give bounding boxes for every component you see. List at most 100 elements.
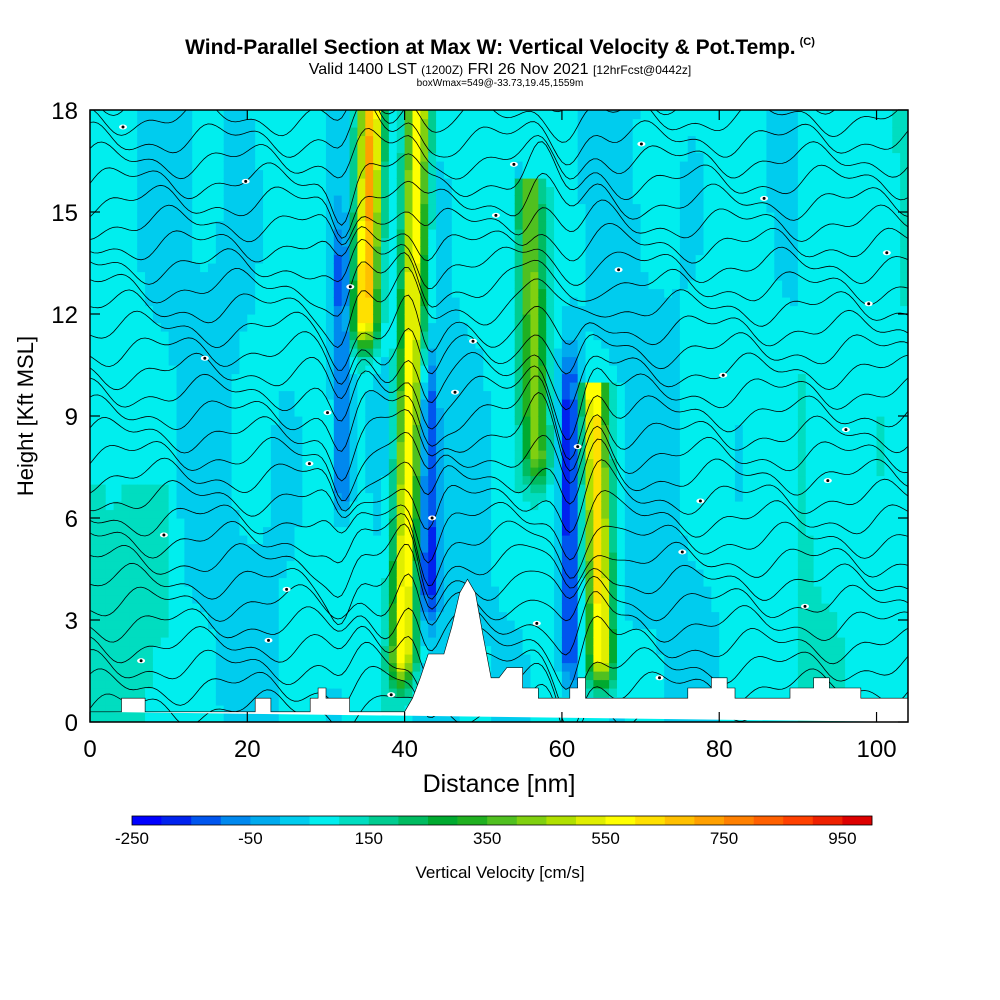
velocity-cell xyxy=(90,688,99,698)
velocity-cell xyxy=(373,424,382,434)
velocity-cell xyxy=(176,560,185,570)
velocity-cell xyxy=(499,603,508,613)
velocity-cell xyxy=(278,586,288,596)
velocity-cell xyxy=(192,203,201,213)
velocity-cell xyxy=(459,280,469,290)
velocity-cell xyxy=(459,424,469,434)
velocity-cell xyxy=(341,560,351,570)
velocity-cell xyxy=(223,628,233,638)
velocity-cell xyxy=(325,288,335,298)
velocity-cell xyxy=(333,110,343,120)
velocity-cell xyxy=(530,552,539,562)
velocity-cell xyxy=(223,348,233,358)
velocity-cell xyxy=(624,271,634,281)
velocity-cell xyxy=(436,246,445,256)
velocity-cell xyxy=(396,212,406,222)
velocity-cell xyxy=(215,118,225,128)
velocity-cell xyxy=(129,628,138,638)
velocity-cell xyxy=(247,390,256,400)
velocity-cell xyxy=(325,586,335,596)
velocity-cell xyxy=(365,135,374,145)
velocity-cell xyxy=(278,603,288,613)
velocity-cell xyxy=(475,484,484,494)
velocity-cell xyxy=(467,356,477,366)
velocity-cell xyxy=(176,484,185,494)
velocity-cell xyxy=(152,246,162,256)
velocity-cell xyxy=(278,110,288,120)
velocity-cell xyxy=(200,322,209,332)
velocity-cell xyxy=(514,203,524,213)
velocity-cell xyxy=(404,441,414,451)
velocity-cell xyxy=(207,662,217,672)
velocity-cell xyxy=(546,271,555,281)
velocity-cell xyxy=(546,441,555,451)
velocity-cell xyxy=(247,152,256,162)
velocity-cell xyxy=(546,195,555,205)
velocity-cell xyxy=(270,705,280,715)
velocity-cell xyxy=(499,127,508,137)
velocity-cell xyxy=(491,543,500,553)
velocity-cell xyxy=(176,645,185,655)
velocity-cell xyxy=(616,484,626,494)
velocity-cell xyxy=(420,441,429,451)
velocity-cell xyxy=(381,458,390,468)
velocity-cell xyxy=(616,441,626,451)
velocity-cell xyxy=(145,416,154,426)
velocity-cell xyxy=(255,526,264,536)
velocity-cell xyxy=(121,365,130,375)
velocity-cell xyxy=(593,305,602,315)
velocity-cell xyxy=(412,603,421,613)
velocity-cell xyxy=(514,484,524,494)
velocity-cell xyxy=(538,450,547,460)
velocity-cell xyxy=(215,305,225,315)
velocity-cell xyxy=(137,127,146,137)
velocity-cell xyxy=(278,509,288,519)
velocity-cell xyxy=(365,611,374,621)
velocity-cell xyxy=(333,688,343,698)
velocity-cell xyxy=(176,713,185,722)
velocity-cell xyxy=(436,433,445,443)
velocity-cell xyxy=(325,254,335,264)
velocity-cell xyxy=(522,577,532,587)
velocity-cell xyxy=(514,399,524,409)
velocity-cell xyxy=(294,229,303,239)
velocity-cell xyxy=(239,203,248,213)
velocity-cell xyxy=(357,237,366,247)
velocity-cell xyxy=(569,662,579,672)
velocity-cell xyxy=(247,220,256,230)
velocity-cell xyxy=(129,671,138,681)
velocity-cell xyxy=(506,288,516,298)
velocity-cell xyxy=(137,424,146,434)
velocity-cell xyxy=(396,424,406,434)
velocity-cell xyxy=(538,348,547,358)
velocity-cell xyxy=(420,203,429,213)
velocity-cell xyxy=(239,161,248,171)
velocity-cell xyxy=(491,671,500,681)
velocity-cell xyxy=(137,331,146,341)
velocity-cell xyxy=(160,195,170,205)
velocity-cell xyxy=(215,611,225,621)
velocity-cell xyxy=(129,416,138,426)
velocity-cell xyxy=(176,127,185,137)
velocity-cell xyxy=(286,526,296,536)
velocity-cell xyxy=(302,399,311,409)
velocity-cell xyxy=(310,161,319,171)
velocity-cell xyxy=(412,535,421,545)
velocity-cell xyxy=(561,603,571,613)
velocity-cell xyxy=(192,713,201,722)
velocity-cell xyxy=(420,254,429,264)
velocity-cell xyxy=(200,407,209,417)
velocity-cell xyxy=(601,254,610,264)
velocity-cell xyxy=(554,569,563,579)
velocity-cell xyxy=(373,288,382,298)
velocity-cell xyxy=(420,186,429,196)
velocity-cell xyxy=(412,526,421,536)
velocity-cell xyxy=(506,110,516,120)
velocity-cell xyxy=(475,586,484,596)
velocity-cell xyxy=(302,356,311,366)
velocity-cell xyxy=(168,195,178,205)
velocity-cell xyxy=(318,560,327,570)
velocity-cell xyxy=(192,178,201,188)
velocity-cell xyxy=(207,127,217,137)
velocity-cell xyxy=(436,280,445,290)
